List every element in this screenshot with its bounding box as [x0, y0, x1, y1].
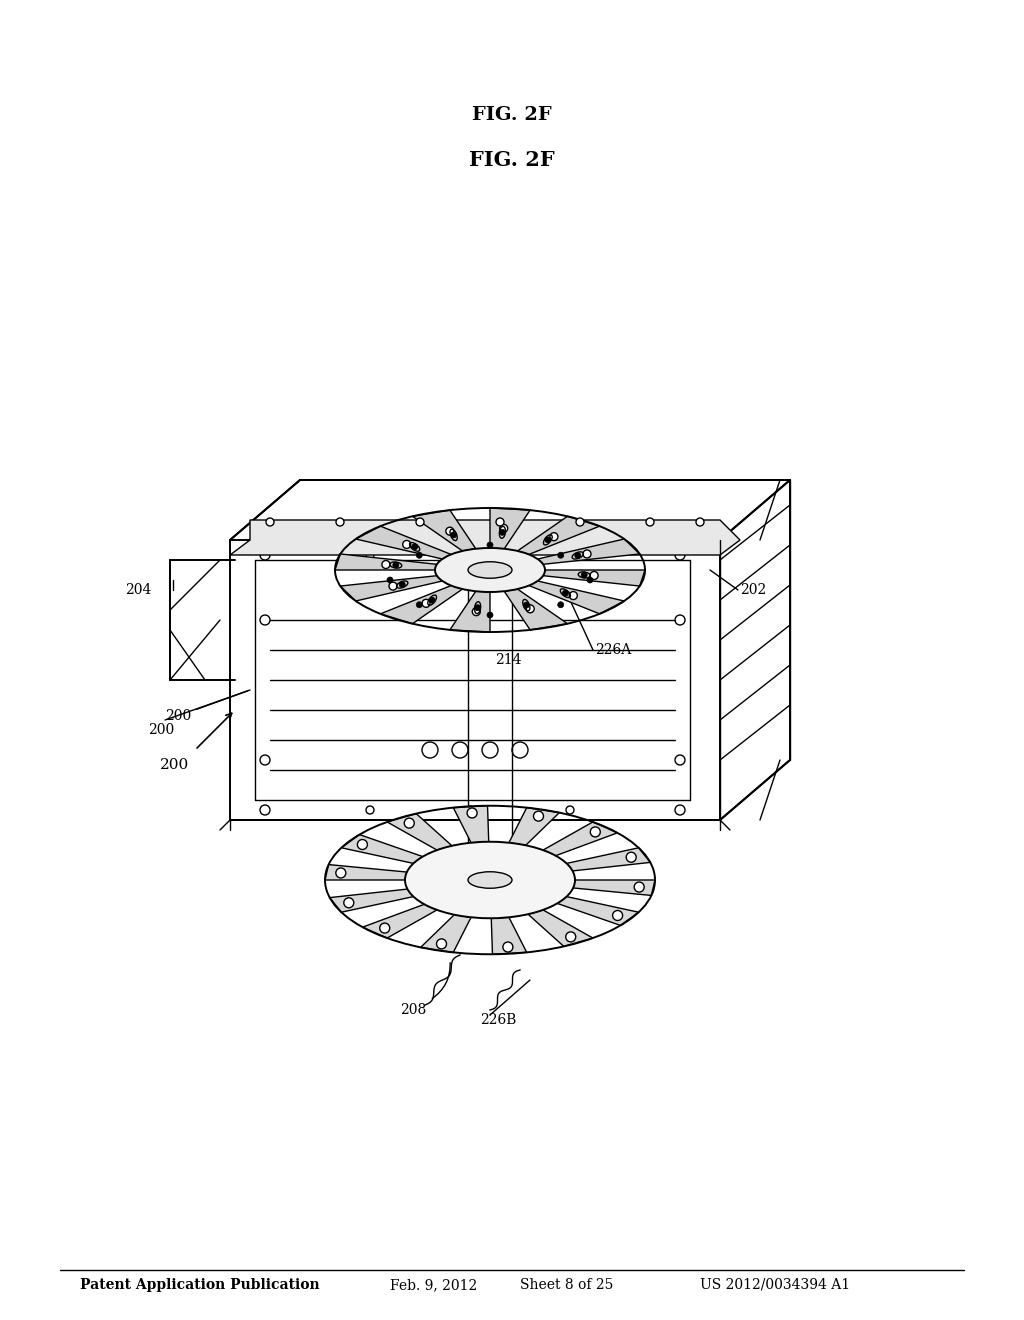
Circle shape: [634, 882, 644, 892]
Circle shape: [474, 605, 480, 611]
Polygon shape: [557, 896, 639, 925]
Polygon shape: [230, 520, 740, 554]
Polygon shape: [528, 581, 625, 614]
Polygon shape: [341, 834, 423, 863]
Text: 204: 204: [125, 583, 152, 597]
Polygon shape: [335, 554, 437, 570]
Text: 200: 200: [165, 690, 248, 723]
Circle shape: [612, 911, 623, 920]
Circle shape: [583, 550, 591, 558]
Circle shape: [422, 599, 430, 607]
Circle shape: [344, 898, 354, 908]
Circle shape: [569, 591, 578, 599]
Polygon shape: [387, 813, 452, 850]
Text: 226A: 226A: [595, 643, 631, 657]
Circle shape: [412, 544, 418, 550]
Text: 200: 200: [148, 723, 174, 737]
Polygon shape: [330, 890, 414, 912]
Text: 202: 202: [740, 583, 766, 597]
Polygon shape: [517, 516, 600, 554]
Text: Sheet 8 of 25: Sheet 8 of 25: [520, 1278, 613, 1292]
Polygon shape: [492, 917, 526, 954]
Circle shape: [487, 612, 493, 618]
Polygon shape: [538, 539, 640, 565]
Polygon shape: [380, 586, 463, 623]
Ellipse shape: [468, 562, 512, 578]
Circle shape: [558, 602, 563, 607]
Text: 200: 200: [160, 758, 189, 772]
Polygon shape: [490, 508, 530, 549]
Text: 208: 208: [400, 1003, 426, 1016]
Text: Patent Application Publication: Patent Application Publication: [80, 1278, 319, 1292]
Circle shape: [399, 582, 406, 587]
Polygon shape: [413, 510, 476, 550]
Circle shape: [562, 590, 568, 597]
Ellipse shape: [468, 871, 512, 888]
Circle shape: [417, 552, 422, 558]
Circle shape: [467, 808, 477, 818]
Circle shape: [590, 826, 600, 837]
Circle shape: [380, 923, 390, 933]
Circle shape: [387, 577, 393, 583]
Circle shape: [389, 582, 397, 590]
Circle shape: [402, 540, 411, 548]
Text: 214: 214: [495, 653, 521, 667]
Polygon shape: [421, 915, 471, 953]
Circle shape: [575, 517, 584, 525]
Circle shape: [582, 572, 587, 578]
Polygon shape: [325, 865, 407, 880]
Circle shape: [336, 517, 344, 525]
Circle shape: [574, 553, 581, 558]
Circle shape: [417, 602, 422, 607]
Text: FIG. 2F: FIG. 2F: [469, 150, 555, 170]
Polygon shape: [543, 570, 645, 586]
Circle shape: [503, 942, 513, 952]
Circle shape: [266, 517, 274, 525]
Circle shape: [523, 602, 529, 609]
Polygon shape: [454, 805, 488, 842]
Circle shape: [550, 533, 558, 541]
Polygon shape: [362, 904, 437, 939]
Polygon shape: [566, 847, 650, 871]
Text: 226B: 226B: [480, 1012, 516, 1027]
Circle shape: [429, 597, 435, 603]
Circle shape: [451, 532, 457, 537]
Polygon shape: [355, 527, 452, 558]
Polygon shape: [543, 822, 617, 855]
Circle shape: [382, 561, 390, 569]
Polygon shape: [450, 591, 490, 632]
Ellipse shape: [435, 548, 545, 591]
Circle shape: [500, 524, 508, 532]
Circle shape: [590, 572, 598, 579]
Circle shape: [496, 517, 504, 525]
Circle shape: [646, 517, 654, 525]
Circle shape: [587, 577, 593, 583]
Circle shape: [565, 932, 575, 942]
Polygon shape: [528, 909, 593, 946]
Circle shape: [526, 605, 535, 612]
Polygon shape: [509, 808, 559, 845]
Circle shape: [627, 853, 636, 862]
Circle shape: [445, 527, 454, 535]
Circle shape: [472, 607, 480, 615]
Polygon shape: [504, 589, 567, 630]
Circle shape: [558, 552, 563, 558]
Text: FIG. 2F: FIG. 2F: [472, 106, 552, 124]
Circle shape: [534, 810, 544, 821]
Circle shape: [500, 529, 506, 536]
Circle shape: [393, 562, 398, 568]
Ellipse shape: [406, 842, 575, 919]
Circle shape: [336, 869, 346, 878]
Polygon shape: [573, 880, 655, 895]
Circle shape: [545, 537, 551, 543]
Polygon shape: [340, 576, 442, 601]
Circle shape: [404, 818, 415, 828]
Circle shape: [416, 517, 424, 525]
Circle shape: [357, 840, 368, 850]
Circle shape: [487, 543, 493, 548]
Text: Feb. 9, 2012: Feb. 9, 2012: [390, 1278, 477, 1292]
Circle shape: [436, 939, 446, 949]
Text: US 2012/0034394 A1: US 2012/0034394 A1: [700, 1278, 850, 1292]
Circle shape: [696, 517, 705, 525]
